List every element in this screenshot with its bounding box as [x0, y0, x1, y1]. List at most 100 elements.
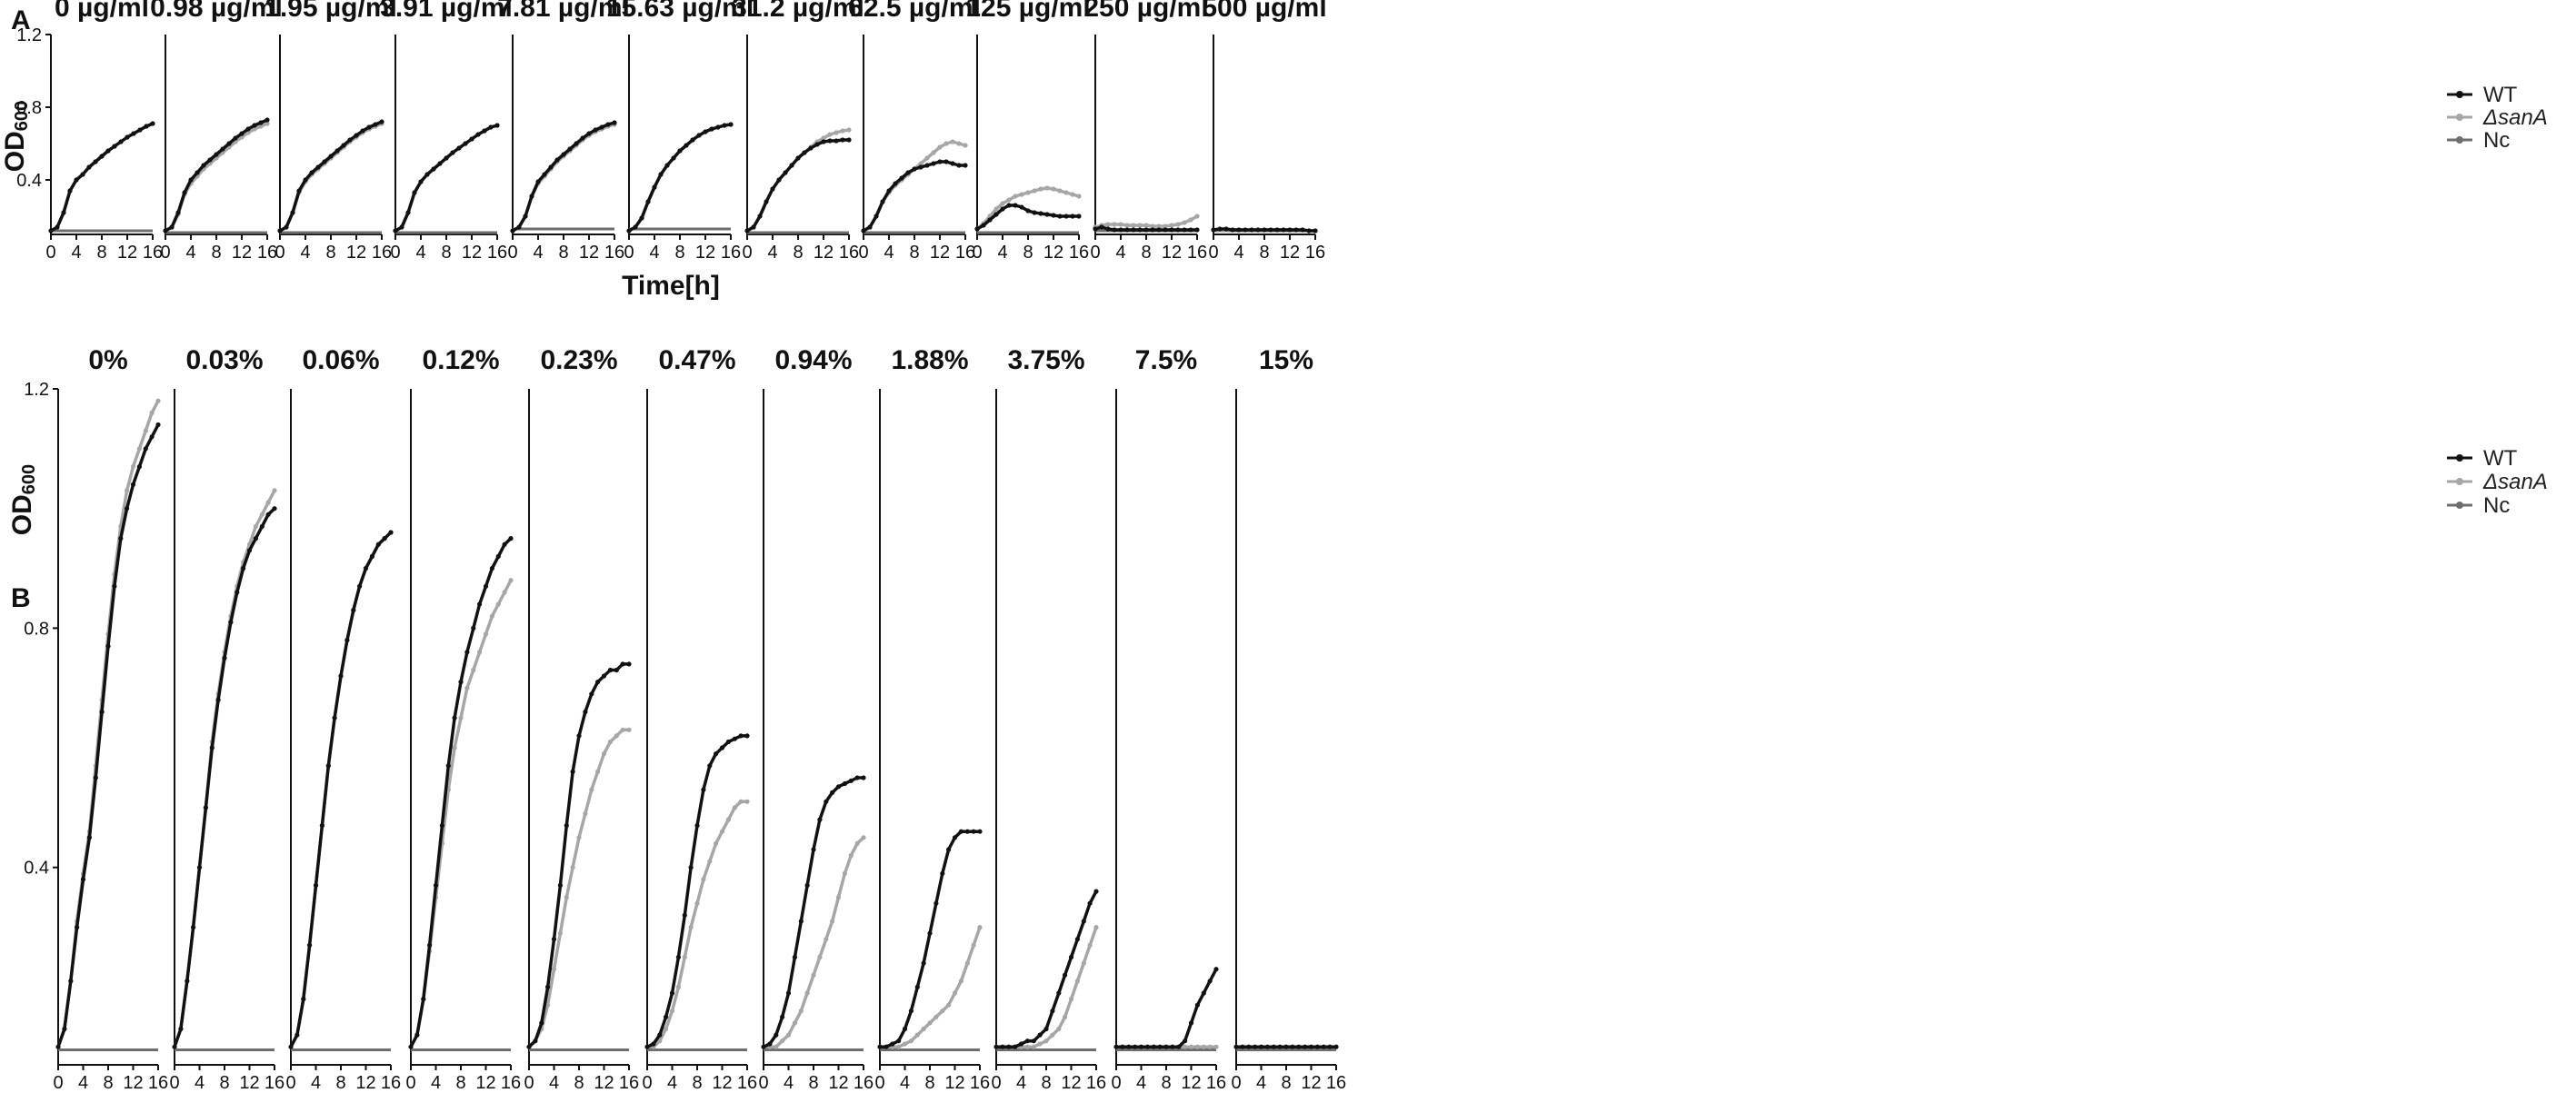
data-point-sanA: [664, 1027, 668, 1031]
data-point-WT: [539, 1020, 544, 1025]
y-axis-label: OD600: [7, 464, 39, 535]
x-tick-label: 8: [1023, 243, 1033, 263]
data-point-WT: [757, 214, 762, 218]
data-point-WT: [1230, 227, 1234, 232]
data-point-WT: [201, 163, 205, 167]
data-point-WT: [80, 172, 85, 176]
x-tick-label: 8: [96, 243, 106, 263]
data-point-WT: [664, 1015, 668, 1019]
data-point-WT: [484, 584, 488, 589]
data-point-WT: [226, 141, 231, 145]
series-line-WT: [647, 736, 747, 1047]
x-tick-label: 16: [854, 1073, 874, 1093]
x-tick-label: 4: [195, 1073, 205, 1093]
data-point-WT: [55, 224, 59, 229]
x-tick-label: 0: [972, 243, 982, 263]
series-line-WT: [880, 831, 980, 1047]
series-line-WT: [395, 125, 497, 231]
x-tick-label: 0: [642, 1073, 652, 1093]
data-point-WT: [191, 925, 195, 929]
data-point-WT: [296, 188, 301, 193]
data-point-WT: [899, 175, 904, 180]
concentration-label: 0.98 µg/ml: [150, 0, 283, 23]
x-tick-label: 0: [507, 243, 517, 263]
x-tick-label: 16: [501, 1073, 521, 1093]
data-point-WT: [676, 955, 681, 959]
data-point-WT: [846, 137, 851, 142]
legend-marker-Nc: [2456, 502, 2463, 509]
data-point-WT: [1051, 213, 1055, 217]
x-tick-label: 16: [487, 243, 507, 263]
data-point-WT: [68, 979, 73, 983]
data-point-WT: [258, 120, 263, 124]
series-line-WT: [51, 124, 153, 231]
data-point-WT: [683, 913, 687, 918]
data-point-WT: [1236, 227, 1241, 232]
data-point-sanA: [1043, 1038, 1048, 1043]
data-point-WT: [972, 830, 976, 834]
data-point-WT: [586, 131, 591, 135]
panel-b-label: B: [11, 583, 31, 613]
data-point-WT: [1283, 1045, 1288, 1049]
concentration-label: 500 µg/ml: [1202, 0, 1326, 23]
data-point-WT: [824, 800, 828, 804]
data-point-sanA: [915, 1033, 920, 1038]
growth-curve-figure: A B OD600Time[h]0 µg/ml0 4 8 12 160.40.81.20…: [0, 0, 2576, 1103]
data-point-WT: [516, 224, 521, 229]
data-point-sanA: [946, 1003, 951, 1008]
subplot-9: 7.5%0 4 8 12 16: [1111, 345, 1226, 1093]
data-point-WT: [561, 152, 565, 156]
data-point-sanA: [471, 668, 475, 672]
data-point-WT: [751, 224, 755, 229]
data-point-WT: [827, 138, 832, 143]
data-point-WT: [639, 215, 644, 220]
data-point-WT: [125, 134, 129, 139]
data-point-WT: [175, 210, 180, 214]
data-point-WT: [1063, 214, 1068, 218]
x-tick-label: 4: [997, 243, 1007, 263]
data-point-sanA: [1050, 1033, 1054, 1038]
data-point-WT: [783, 170, 787, 174]
data-point-WT: [125, 506, 129, 511]
data-point-WT: [482, 128, 486, 133]
series-line-WT: [629, 124, 731, 231]
data-point-WT: [977, 830, 982, 834]
data-point-WT: [254, 536, 258, 541]
concentration-label: 250 µg/ml: [1083, 0, 1208, 23]
data-point-sanA: [774, 1045, 778, 1049]
subplot-5: 0.47%0 4 8 12 16: [642, 345, 757, 1093]
data-point-WT: [1152, 1045, 1156, 1049]
data-point-WT: [55, 1045, 60, 1049]
data-point-WT: [508, 536, 513, 541]
data-point-WT: [1246, 1045, 1251, 1049]
data-point-WT: [260, 524, 265, 529]
data-point-WT: [905, 170, 910, 174]
data-point-sanA: [830, 919, 834, 923]
data-point-WT: [722, 123, 726, 127]
data-point-WT: [1163, 227, 1167, 232]
data-point-WT: [1243, 227, 1247, 232]
x-tick-label: 4: [78, 1073, 88, 1093]
data-point-WT: [599, 124, 604, 129]
data-point-sanA: [564, 895, 569, 899]
data-point-WT: [1150, 227, 1154, 232]
data-point-WT: [247, 548, 252, 552]
data-point-WT: [744, 733, 749, 738]
data-point-WT: [469, 136, 474, 141]
data-point-WT: [1050, 1009, 1054, 1013]
data-point-WT: [1124, 227, 1129, 232]
data-point-WT: [834, 138, 838, 143]
data-point-WT: [789, 163, 794, 167]
data-point-WT: [118, 536, 123, 541]
data-point-WT: [922, 961, 926, 966]
data-point-sanA: [950, 139, 954, 144]
data-point-WT: [1163, 1045, 1168, 1049]
data-point-WT: [605, 122, 610, 126]
data-point-WT: [347, 137, 352, 142]
data-point-WT: [830, 790, 834, 795]
subplot-5: 15.63 µg/ml0 4 8 12 16: [606, 0, 754, 263]
data-point-WT: [576, 733, 581, 738]
x-tick-label: 12: [944, 1073, 964, 1093]
data-point-sanA: [1000, 201, 1004, 205]
data-point-WT: [370, 554, 374, 559]
